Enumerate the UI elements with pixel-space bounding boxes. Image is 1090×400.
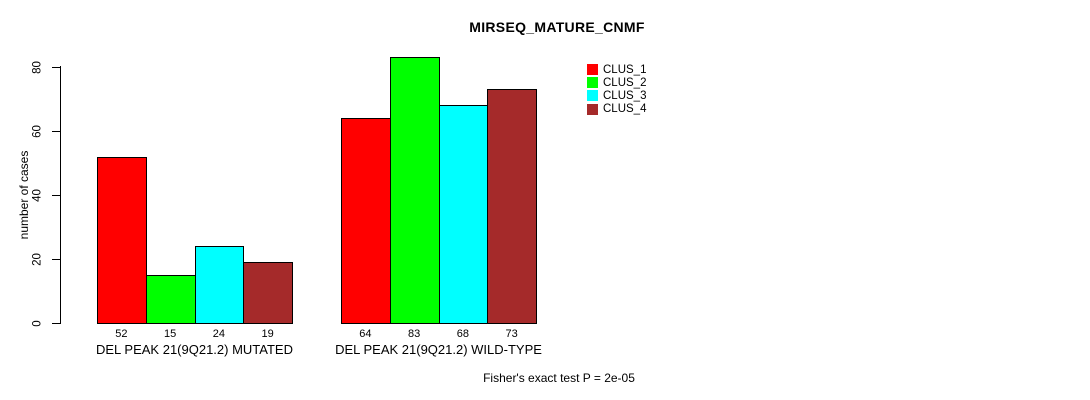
- legend-label: CLUS_1: [603, 63, 647, 76]
- bar-value-label: 19: [261, 328, 274, 340]
- legend-label: CLUS_3: [603, 89, 647, 102]
- legend-swatch-clus-1: [587, 64, 598, 75]
- y-tick-mark: [52, 130, 60, 132]
- bar-value-label: 15: [164, 328, 177, 340]
- y-tick-label: 40: [31, 188, 44, 202]
- bar-value-label: 52: [115, 328, 128, 340]
- chart-title: MIRSEQ_MATURE_CNMF: [469, 19, 645, 35]
- bar-clus-2: [145, 275, 196, 324]
- bar-clus-1: [341, 118, 391, 324]
- bar-value-label: 83: [408, 328, 421, 340]
- bar-clus-4: [487, 89, 537, 324]
- legend-swatch-clus-3: [587, 90, 598, 102]
- y-tick-mark: [52, 322, 60, 324]
- bar-clus-1: [97, 156, 147, 324]
- x-axis-label: DEL PEAK 21(9Q21.2) MUTATED: [96, 342, 293, 357]
- legend-label: CLUS_4: [603, 103, 647, 116]
- y-tick-label: 0: [31, 319, 44, 327]
- y-tick-mark: [52, 66, 60, 68]
- bar-clus-4: [243, 262, 293, 324]
- y-tick-mark: [52, 194, 60, 196]
- legend-swatch-clus-2: [587, 77, 598, 89]
- y-tick-mark: [52, 258, 60, 260]
- legend-swatch-clus-4: [587, 103, 598, 115]
- x-axis-label: DEL PEAK 21(9Q21.2) WILD-TYPE: [335, 342, 542, 357]
- fisher-test-note: Fisher's exact test P = 2e-05: [483, 371, 635, 385]
- bar-value-label: 68: [456, 328, 469, 340]
- bar-clus-3: [194, 246, 245, 324]
- bar-value-label: 24: [212, 328, 225, 340]
- y-axis-label: number of cases: [17, 150, 31, 240]
- y-axis-line: [60, 66, 61, 324]
- bar-value-label: 64: [359, 328, 372, 340]
- bar-clus-3: [438, 105, 489, 324]
- bar-clus-2: [389, 57, 440, 324]
- y-tick-label: 20: [31, 252, 44, 266]
- y-tick-label: 80: [31, 60, 44, 74]
- bar-value-label: 73: [505, 328, 518, 340]
- y-tick-label: 60: [31, 124, 44, 138]
- legend-label: CLUS_2: [603, 76, 647, 89]
